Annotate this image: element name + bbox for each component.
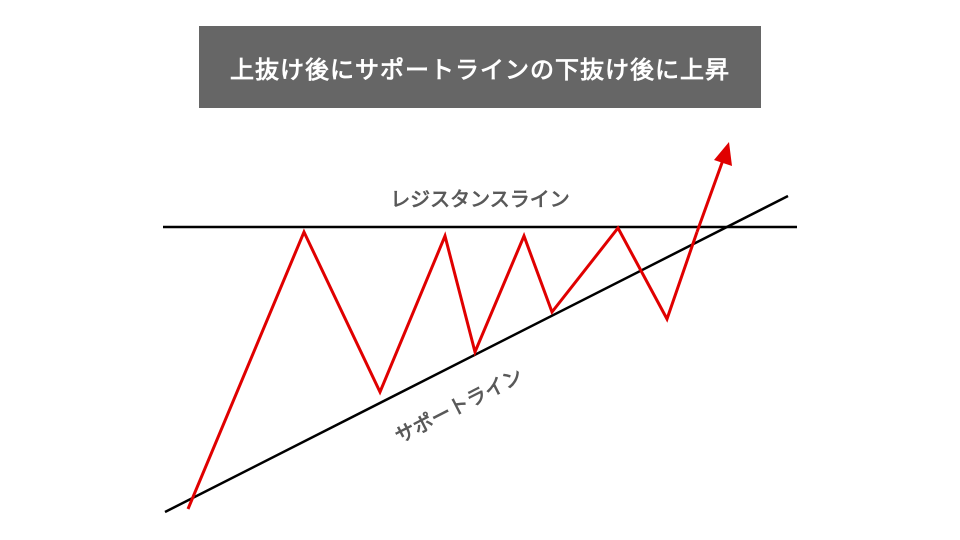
title-banner: 上抜け後にサポートラインの下抜け後に上昇	[199, 26, 761, 108]
breakout-arrowhead	[714, 142, 732, 166]
support-label: サポートライン	[391, 363, 527, 448]
resistance-label: レジスタンスライン	[390, 187, 570, 211]
breakout-arrow	[695, 159, 725, 233]
support-line	[164, 194, 789, 514]
price-path	[186, 225, 699, 510]
diagram-title: 上抜け後にサポートラインの下抜け後に上昇	[230, 55, 730, 84]
